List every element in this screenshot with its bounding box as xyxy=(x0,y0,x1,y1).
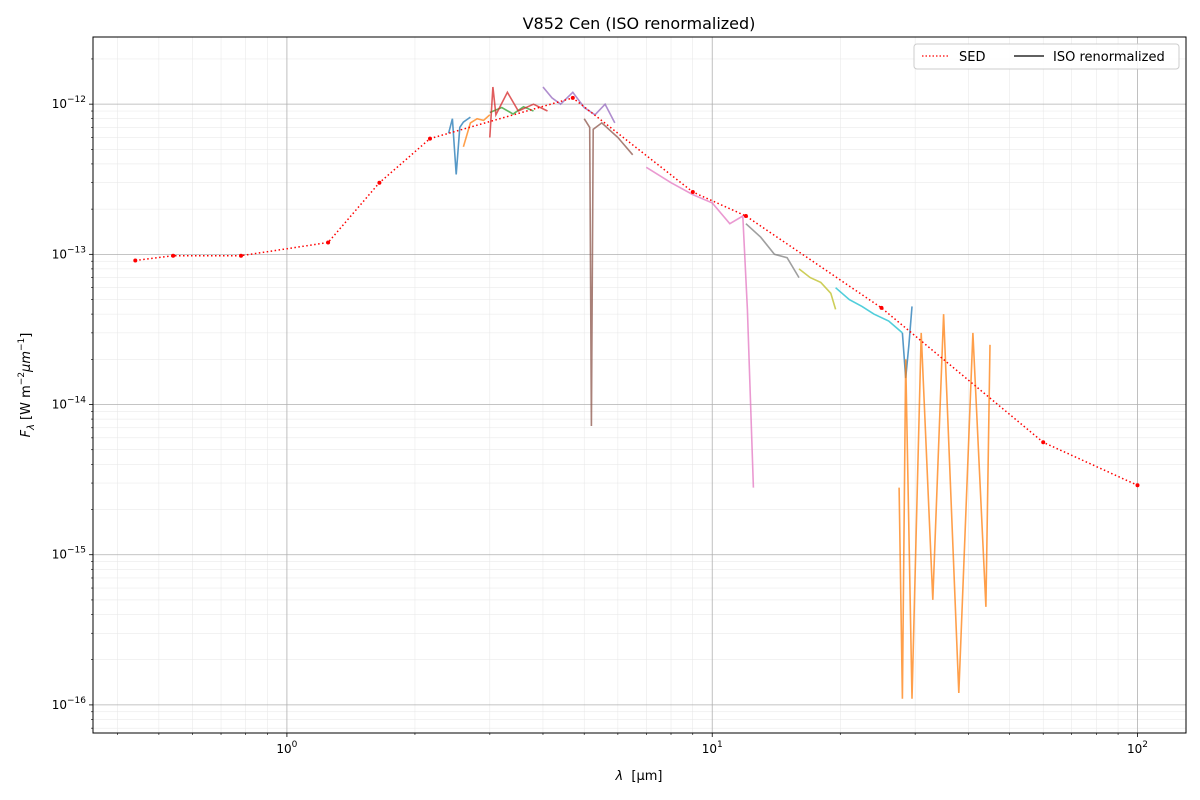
y-axis-unit-suffix: ] xyxy=(19,333,34,338)
iso-segment-5 xyxy=(583,118,634,427)
y-axis-ticks: 10−16 10−15 10−14 10−13 10−12 xyxy=(52,95,93,712)
sed-point xyxy=(377,180,382,185)
sed-point xyxy=(743,214,748,218)
iso-segment-1 xyxy=(462,114,491,148)
sed-point xyxy=(428,136,432,141)
sed-point xyxy=(133,258,138,263)
x-tick-label: 102 xyxy=(1127,740,1148,756)
iso-segment-11 xyxy=(898,314,991,699)
iso-segment-0 xyxy=(447,116,471,175)
y-axis-label: Fλ [W m−2μm−1] xyxy=(17,333,37,438)
x-tick-label: 100 xyxy=(276,740,297,756)
sed-point xyxy=(879,305,884,310)
iso-spectra xyxy=(447,86,991,699)
sed-point xyxy=(690,190,695,194)
sed-point xyxy=(570,95,575,100)
legend-box xyxy=(913,43,1180,70)
iso-segment-6 xyxy=(645,166,755,488)
y-tick-label: 10−13 xyxy=(52,245,86,261)
x-axis-label: λ [μm] xyxy=(615,769,663,784)
x-axis-ticks: 100 101 102 xyxy=(276,733,1148,756)
sed-series xyxy=(133,95,1140,488)
iso-segment-8 xyxy=(798,268,837,310)
legend-sed-label: SED xyxy=(959,50,985,65)
iso-segment-7 xyxy=(745,223,800,279)
x-tick-label: 101 xyxy=(702,740,723,756)
y-tick-label: 10−15 xyxy=(52,546,86,562)
y-axis-subscript: λ xyxy=(26,424,37,431)
iso-segment-2 xyxy=(489,105,534,115)
sed-point xyxy=(239,253,243,258)
iso-segment-4 xyxy=(542,86,616,124)
iso-segment-9 xyxy=(835,287,903,334)
major-grid xyxy=(93,37,1186,733)
sed-point xyxy=(1041,440,1046,445)
sed-point xyxy=(171,253,176,258)
y-axis-unit-exp2: −1 xyxy=(17,338,27,351)
y-tick-label: 10−14 xyxy=(52,396,87,412)
sed-point xyxy=(1135,483,1140,488)
sed-point xyxy=(326,240,331,245)
plot-area xyxy=(133,86,1140,699)
y-axis-unit-prefix: [W m xyxy=(19,385,34,420)
y-tick-label: 10−16 xyxy=(52,696,87,712)
plot-frame xyxy=(92,36,1187,734)
iso-segment-3 xyxy=(489,86,548,138)
iso-segment-10 xyxy=(901,306,913,379)
y-axis-unit-exp1: −2 xyxy=(17,372,27,385)
legend: SED ISO renormalized xyxy=(913,43,1180,70)
chart-title: V852 Cen (ISO renormalized) xyxy=(523,14,756,33)
y-tick-label: 10−12 xyxy=(52,95,86,111)
x-axis-symbol: λ xyxy=(615,769,624,784)
legend-iso-label: ISO renormalized xyxy=(1053,50,1165,65)
y-axis-symbol: F xyxy=(19,429,34,437)
x-axis-unit: [μm] xyxy=(631,769,662,784)
y-axis-unit-mid: μm xyxy=(19,351,34,373)
minor-grid xyxy=(91,37,1186,735)
